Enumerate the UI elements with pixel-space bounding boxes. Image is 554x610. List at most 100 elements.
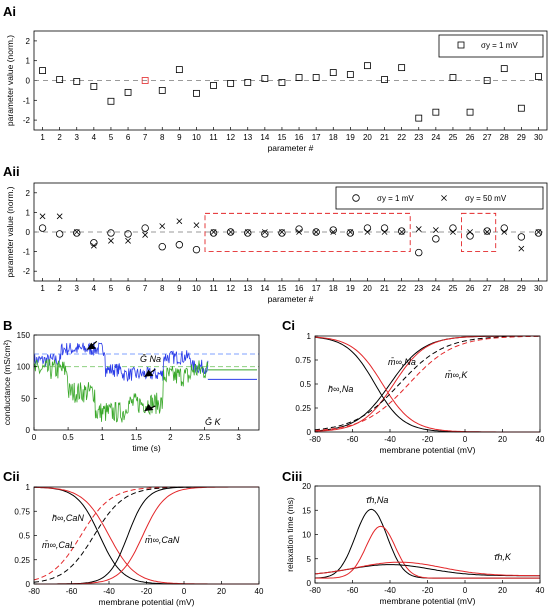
data-point-square	[124, 88, 132, 96]
data-point-square	[381, 76, 388, 83]
data-point-x	[450, 229, 456, 235]
data-point-square	[483, 77, 491, 84]
x-tick-label: 30	[534, 284, 543, 293]
curve-1	[315, 525, 540, 579]
y-tick-label: -2	[23, 116, 31, 125]
x-tick-label: 13	[243, 284, 252, 293]
data-point-circle	[209, 229, 218, 237]
x-tick-label: 29	[517, 133, 526, 142]
y-axis-label: parameter value (norm.)	[5, 186, 15, 277]
data-point-square	[329, 69, 337, 76]
y-tick-label: 0	[26, 228, 31, 237]
data-point-x	[364, 229, 371, 235]
x-tick-label: 26	[466, 284, 475, 293]
y-tick-label: 150	[17, 331, 31, 340]
panel-label-B: B	[3, 318, 12, 333]
label-m-k: m̄∞,K	[445, 370, 468, 380]
legend-marker-square	[457, 41, 465, 49]
data-point-x	[279, 229, 285, 235]
curve-red-2	[314, 335, 540, 431]
data-point-square	[175, 66, 183, 74]
x-tick-label: 12	[226, 284, 235, 293]
data-point-square	[90, 83, 98, 90]
x-tick-label: 27	[483, 284, 492, 293]
series-gna-trace	[33, 341, 209, 382]
x-tick-label: 5	[109, 284, 114, 293]
x-tick-label: 10	[192, 133, 201, 142]
x-tick-label: 10	[192, 284, 201, 293]
data-point-square	[466, 108, 474, 116]
data-point-x	[313, 229, 320, 235]
data-point-circle	[38, 224, 47, 232]
x-tick-label: 28	[500, 133, 509, 142]
y-tick-label: 2	[26, 189, 31, 198]
x-tick-label: 20	[498, 435, 507, 444]
data-point-circle	[73, 229, 81, 237]
x-tick-label: 28	[500, 284, 509, 293]
curve-0	[314, 508, 540, 579]
data-point-square	[312, 74, 320, 81]
data-point-circle	[517, 233, 526, 241]
y-tick-label: 1	[26, 483, 31, 492]
data-point-x	[330, 229, 337, 235]
x-tick-label: 8	[160, 284, 165, 293]
x-tick-label: 23	[414, 284, 423, 293]
x-tick-label: 40	[536, 586, 545, 595]
data-point-circle	[175, 241, 184, 249]
legend-entry: σy = 1 mV	[377, 194, 414, 203]
data-point-square	[278, 79, 286, 86]
data-point-circle	[329, 226, 337, 234]
x-axis-label: membrane potential (mV)	[99, 597, 195, 607]
x-tick-label: 6	[126, 284, 131, 293]
data-point-circle	[90, 239, 98, 247]
x-tick-label: 2.5	[199, 433, 211, 442]
x-tick-label: 13	[243, 133, 252, 142]
x-tick-label: 27	[483, 133, 492, 142]
data-point-circle	[500, 224, 508, 232]
x-tick-label: -60	[66, 587, 78, 596]
x-tick-label: 14	[260, 284, 269, 293]
x-tick-label: 23	[414, 133, 423, 142]
curve-3	[33, 486, 259, 581]
x-tick-label: 15	[277, 133, 286, 142]
y-tick-label: 0.25	[295, 404, 311, 413]
data-point-square	[227, 80, 235, 87]
data-point-circle	[380, 224, 389, 232]
data-point-square	[210, 82, 217, 89]
label-h-na: h̄∞,Na	[328, 384, 353, 394]
data-point-square	[193, 89, 200, 97]
x-tick-label: 29	[517, 284, 526, 293]
y-tick-label: 50	[21, 394, 30, 403]
x-tick-label: 25	[448, 133, 457, 142]
x-tick-label: -40	[384, 586, 396, 595]
data-point-x	[484, 229, 491, 235]
y-tick-label: 0	[307, 428, 312, 437]
y-tick-label: 0.75	[295, 356, 311, 365]
legend-marker-x	[441, 195, 447, 201]
x-tick-label: -60	[347, 435, 359, 444]
axes-frame	[33, 334, 260, 431]
x-tick-label: 2	[57, 133, 62, 142]
x-tick-label: 18	[329, 284, 338, 293]
data-point-circle	[312, 228, 320, 236]
data-point-circle	[192, 245, 201, 254]
data-point-x	[467, 229, 473, 235]
y-tick-label: -1	[23, 248, 31, 257]
legend-entry: σy = 50 mV	[465, 194, 507, 203]
y-tick-label: 1	[26, 57, 31, 66]
x-tick-label: 2	[168, 433, 173, 442]
x-tick-label: 3	[75, 133, 80, 142]
x-tick-label: 3	[236, 433, 241, 442]
label-m-can: m̄∞,CaN	[145, 535, 180, 545]
data-point-square	[295, 74, 303, 81]
data-point-x	[90, 242, 97, 249]
x-tick-label: -80	[309, 435, 321, 444]
arrow-head	[144, 369, 154, 377]
x-axis-label: parameter #	[268, 143, 314, 153]
y-tick-label: 0	[26, 580, 31, 589]
data-point-x	[432, 227, 439, 233]
data-point-circle	[141, 224, 149, 232]
data-point-circle	[55, 230, 64, 238]
x-tick-label: 8	[160, 133, 165, 142]
